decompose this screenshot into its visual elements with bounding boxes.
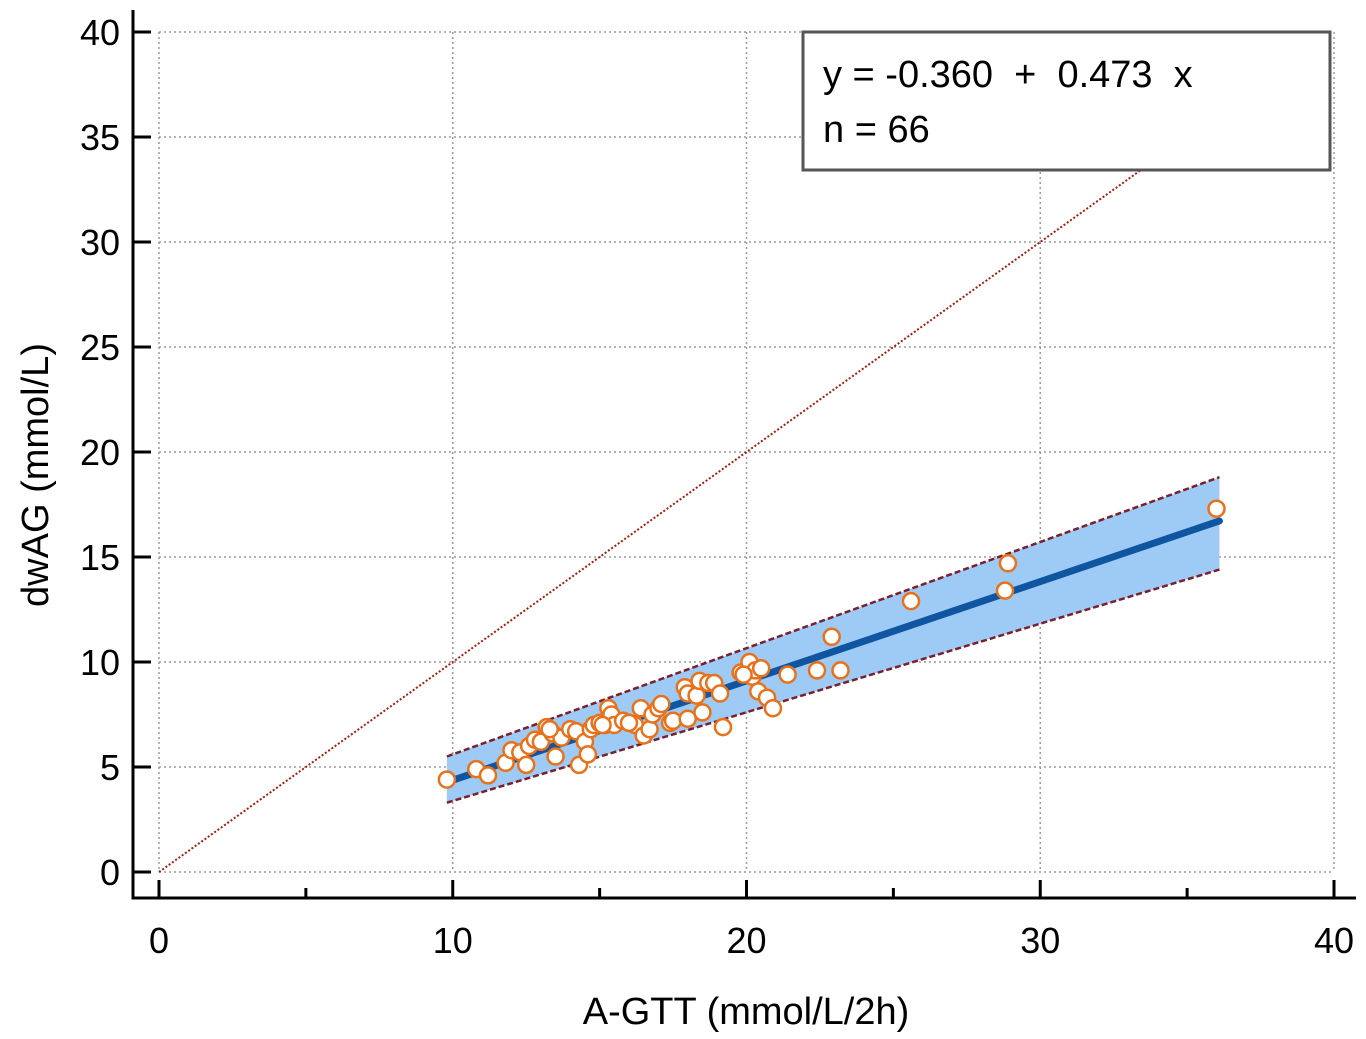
grid — [158, 31, 1335, 873]
x-tick-label: 30 — [1020, 920, 1060, 961]
y-tick-label: 20 — [80, 432, 120, 473]
data-point — [437, 770, 457, 789]
data-points — [437, 499, 1226, 789]
data-point — [998, 554, 1018, 573]
legend-box: y = -0.360 + 0.473 x n = 66 — [801, 30, 1332, 172]
x-tick-label: 40 — [1314, 920, 1354, 961]
sample-size: n = 66 — [823, 109, 930, 151]
data-point — [1207, 499, 1226, 518]
data-point — [540, 719, 559, 739]
data-point — [593, 715, 612, 735]
y-tick-label: 35 — [80, 117, 120, 158]
data-point — [478, 766, 498, 785]
data-point — [901, 591, 921, 611]
x-tick-label: 0 — [149, 920, 169, 961]
y-tick-label: 15 — [80, 537, 120, 578]
data-point — [778, 665, 797, 684]
data-point — [693, 703, 712, 722]
y-axis-title: dwAG (mmol/L) — [15, 343, 57, 607]
x-tick-label: 20 — [726, 920, 766, 961]
y-tick-label: 5 — [100, 747, 120, 788]
x-tick-label: 10 — [433, 920, 473, 961]
axes — [131, 10, 1356, 900]
data-point — [546, 747, 565, 766]
data-point — [578, 745, 598, 764]
prediction-band-upper — [446, 476, 1220, 758]
data-point — [734, 665, 753, 684]
identity-line — [158, 127, 1200, 873]
y-tick-label: 0 — [100, 852, 120, 893]
data-point — [995, 581, 1015, 600]
data-point — [687, 686, 706, 705]
tick-labels: 0 10 20 30 40 0 5 10 15 20 25 30 35 40 — [80, 12, 1354, 961]
data-point — [663, 711, 683, 731]
identity-line-segment — [158, 127, 1200, 873]
x-axis-title: A-GTT (mmol/L/2h) — [583, 991, 910, 1033]
data-point — [652, 694, 671, 714]
data-point — [713, 717, 733, 737]
data-point — [751, 659, 771, 678]
data-point — [763, 698, 783, 718]
data-point — [822, 627, 841, 647]
prediction-band-lower — [446, 568, 1220, 804]
y-tick-label: 10 — [80, 642, 120, 683]
data-point — [619, 713, 639, 733]
y-tick-label: 40 — [80, 12, 120, 53]
data-point — [516, 755, 536, 775]
regression-equation: y = -0.360 + 0.473 x — [823, 54, 1193, 96]
data-point — [807, 661, 827, 680]
y-tick-label: 25 — [80, 327, 120, 368]
data-point — [831, 661, 850, 680]
data-point — [710, 684, 730, 703]
y-tick-label: 30 — [80, 222, 120, 263]
legend-border — [801, 30, 1332, 172]
data-point — [640, 719, 659, 739]
